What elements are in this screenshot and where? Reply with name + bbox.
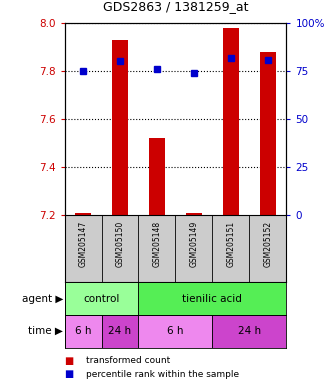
Text: GSM205148: GSM205148 bbox=[153, 220, 162, 266]
Text: tienilic acid: tienilic acid bbox=[182, 293, 242, 304]
FancyBboxPatch shape bbox=[65, 282, 138, 315]
Text: percentile rank within the sample: percentile rank within the sample bbox=[86, 370, 239, 379]
Bar bbox=[222, 28, 239, 215]
Text: ■: ■ bbox=[65, 369, 74, 379]
Bar bbox=[149, 138, 165, 215]
Text: 24 h: 24 h bbox=[109, 326, 131, 336]
Text: 6 h: 6 h bbox=[75, 326, 91, 336]
Text: GSM205150: GSM205150 bbox=[116, 220, 124, 266]
Text: GSM205151: GSM205151 bbox=[226, 220, 235, 266]
Text: GSM205149: GSM205149 bbox=[189, 220, 198, 266]
Bar bbox=[260, 52, 276, 215]
FancyBboxPatch shape bbox=[138, 282, 286, 315]
FancyBboxPatch shape bbox=[213, 315, 286, 348]
Bar bbox=[75, 213, 91, 215]
FancyBboxPatch shape bbox=[138, 315, 213, 348]
Text: control: control bbox=[83, 293, 120, 304]
Text: 6 h: 6 h bbox=[167, 326, 184, 336]
Text: GDS2863 / 1381259_at: GDS2863 / 1381259_at bbox=[103, 0, 248, 13]
Bar bbox=[112, 40, 128, 215]
Text: GSM205147: GSM205147 bbox=[78, 220, 87, 266]
Text: 24 h: 24 h bbox=[238, 326, 261, 336]
Text: ■: ■ bbox=[65, 356, 74, 366]
FancyBboxPatch shape bbox=[65, 315, 102, 348]
Text: GSM205152: GSM205152 bbox=[263, 220, 272, 266]
Bar bbox=[186, 213, 202, 215]
Text: transformed count: transformed count bbox=[86, 356, 170, 366]
FancyBboxPatch shape bbox=[102, 315, 138, 348]
Text: time ▶: time ▶ bbox=[28, 326, 63, 336]
Text: agent ▶: agent ▶ bbox=[22, 293, 63, 304]
